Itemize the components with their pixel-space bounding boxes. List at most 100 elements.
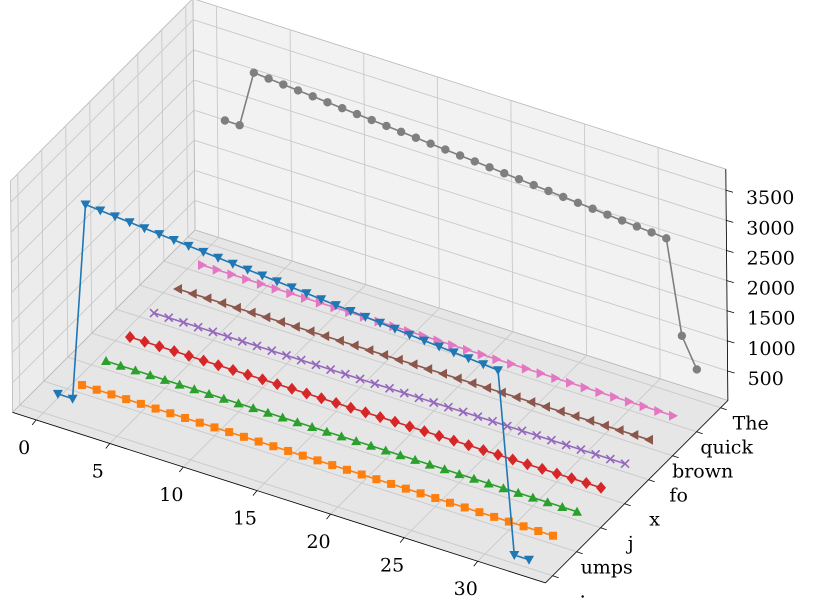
data-point [254,437,263,446]
z-tick-label: 2500 [747,247,795,269]
data-point [585,415,595,426]
gridline [584,123,588,356]
x-tick [399,537,405,543]
data-point [632,222,642,231]
z-tick [727,340,735,344]
z-tick [726,250,734,253]
data-point [246,307,256,318]
data-point [396,127,406,137]
data-point [338,103,347,113]
data-point-stroke [252,341,262,351]
data-point [610,391,620,402]
z-tick [726,310,735,314]
data-point [345,307,356,316]
data-point-stroke [532,430,542,441]
data-point [242,368,253,381]
data-point [473,412,483,422]
data-point [237,336,247,346]
data-point [326,364,336,375]
data-point [145,370,156,380]
y-tick [648,479,655,483]
data-point [281,350,292,360]
data-point-stroke [237,336,247,346]
gridline [256,307,440,491]
data-point [313,456,322,465]
data-point [264,74,273,83]
gridline [115,308,649,481]
data-point [331,397,342,409]
data-point [227,269,237,280]
data-point [513,487,524,497]
data-point [151,404,160,413]
gridline [161,29,165,262]
data-point [231,302,241,313]
data-point [541,401,550,412]
gridline [289,29,293,262]
data-point [504,517,513,526]
data-point-stroke [399,388,409,398]
data-point [419,336,430,346]
data-point [239,432,248,441]
y-tick [552,575,559,579]
data-point-stroke [487,416,498,426]
x-tick-label: 10 [159,484,183,506]
data-point [654,406,664,416]
data-point [272,277,282,287]
data-point [366,440,376,450]
z-tick-label: 1000 [747,338,795,360]
data-point-stroke [561,440,571,450]
x-tick [326,513,331,520]
data-point [458,407,468,417]
data-point [225,428,234,437]
data-point [271,283,281,294]
data-point [454,469,465,479]
gridline [510,100,514,332]
data-point [532,430,542,441]
data-point [452,373,462,384]
data-point [644,434,653,445]
data-point [384,383,395,393]
data-point [269,442,278,451]
x-tick [473,560,479,567]
data-point [101,356,111,365]
x-tick-label: 20 [306,531,330,553]
gridline [403,354,587,539]
gridline [193,49,727,221]
data-point [526,397,536,408]
data-point [624,396,634,407]
data-point [493,366,503,376]
data-point [352,109,362,119]
data-point [411,133,421,142]
gridline [10,19,194,203]
data-point [357,470,366,479]
gridline [11,139,195,323]
data-point [364,345,374,356]
data-point [166,409,175,418]
data-point [507,358,517,369]
data-point [213,359,224,372]
data-point [580,382,590,393]
data-point-stroke [605,454,615,464]
data-point [408,359,418,370]
data-point [372,475,381,484]
x-tick-label: 0 [18,437,30,459]
data-point [307,422,318,431]
x-tick [252,490,258,496]
data-point [159,374,170,384]
gridline [194,139,728,312]
gridline [193,109,727,282]
data-point [389,324,400,334]
data-point-stroke [164,313,174,323]
gridline [139,284,673,457]
data-point [573,198,583,208]
data-point-stroke [620,459,630,469]
data-point [242,265,253,275]
series-5 [101,356,582,516]
data-point [542,497,553,507]
series-3 [149,308,630,469]
data-point [390,415,400,428]
data-point-stroke [223,331,233,342]
data-point [198,247,209,257]
data-point [572,506,582,516]
data-point [429,397,439,408]
